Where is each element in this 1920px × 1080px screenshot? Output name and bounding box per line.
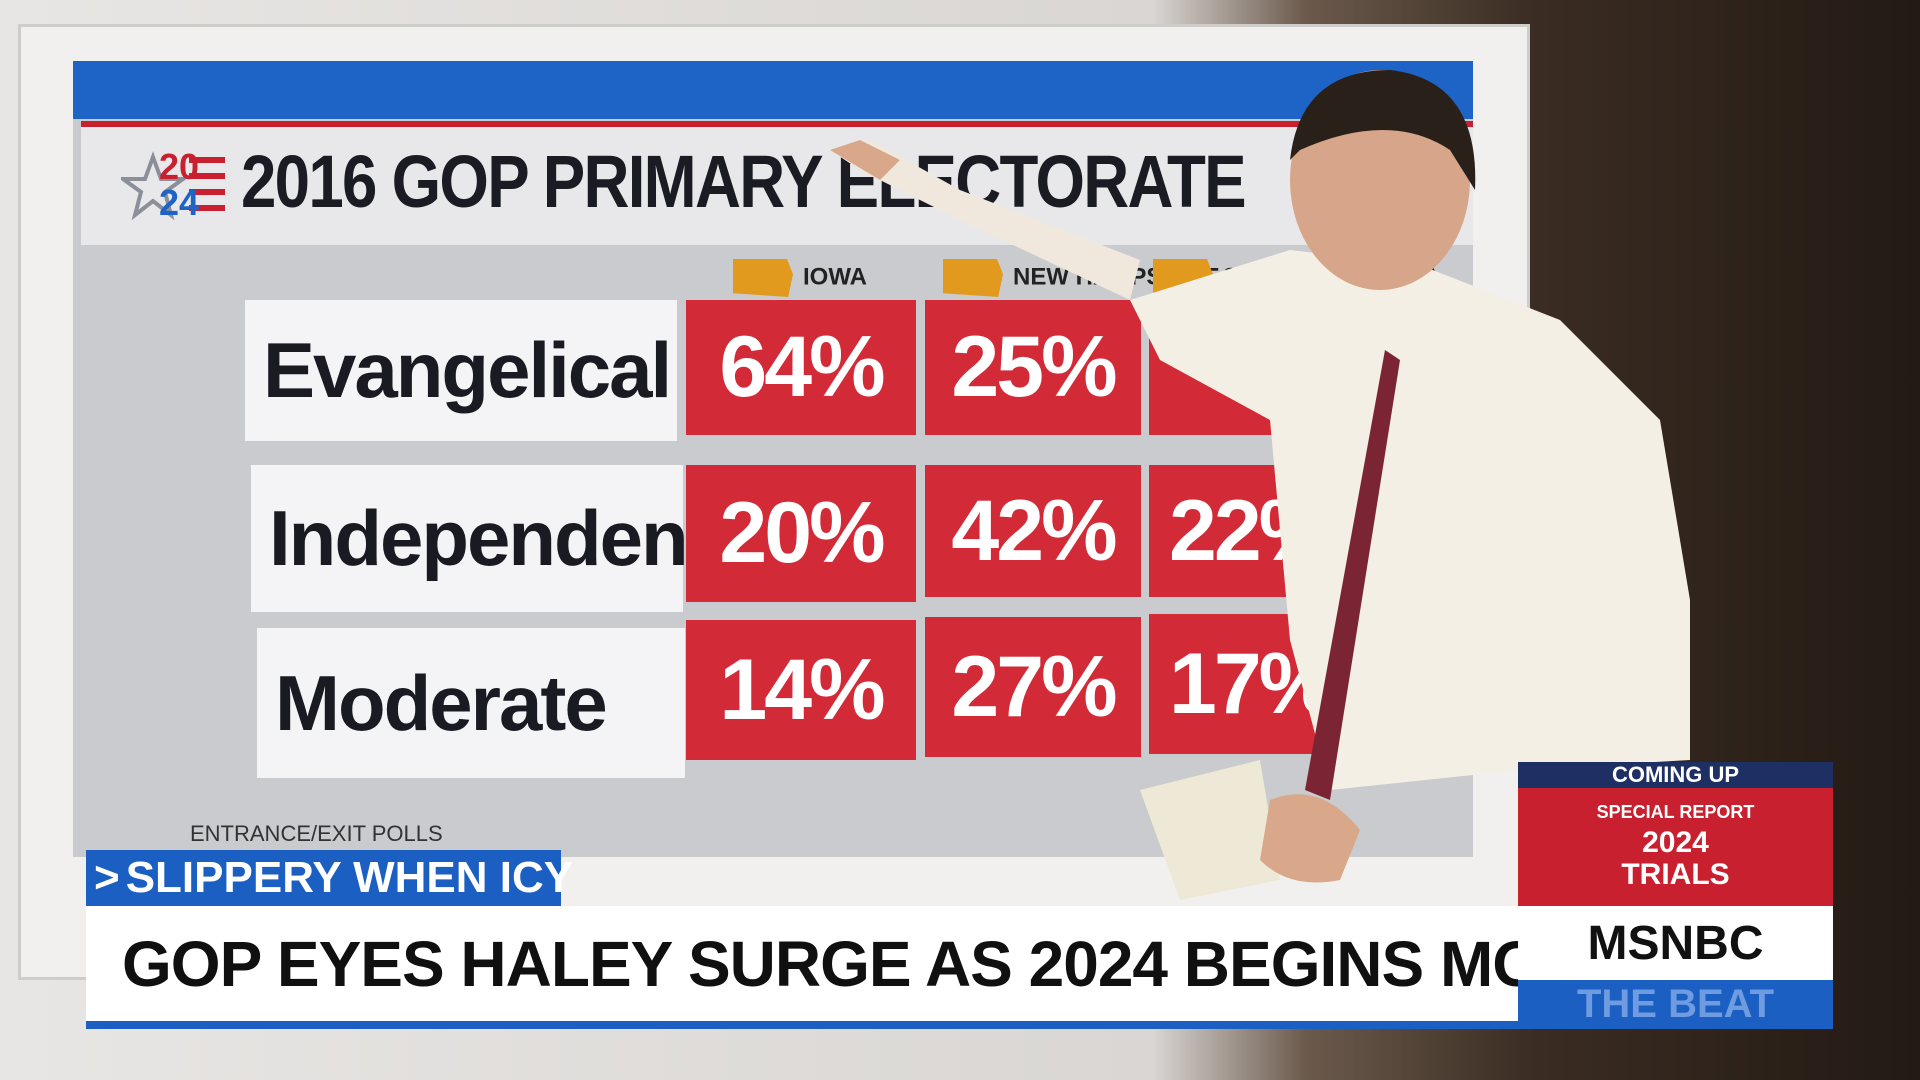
arm — [830, 140, 1140, 300]
show: THE BEAT — [1576, 982, 1775, 1026]
network: MSNBC — [1587, 916, 1764, 970]
hair — [1290, 70, 1476, 190]
papers — [1140, 760, 1280, 900]
value-cell: 20% — [686, 465, 916, 602]
board-title: 2016 GOP PRIMARY ELECTORATE — [241, 140, 1247, 223]
promo-kicker: SPECIAL REPORT — [1596, 802, 1755, 822]
logo-star — [121, 151, 225, 221]
row-label: Independent — [251, 465, 713, 612]
column-header: IOWA — [733, 259, 867, 297]
logo: 20 24 — [121, 137, 231, 232]
row-label: Moderate — [257, 628, 685, 778]
promo-title: 2024 TRIALS — [1621, 826, 1730, 891]
hand — [830, 140, 900, 180]
shirt — [1130, 250, 1690, 790]
value-cell: 27% — [925, 617, 1141, 757]
network-logo: MSNBC — [1518, 906, 1833, 980]
value-cell: 14% — [686, 620, 916, 760]
title-band: 20 24 2016 GOP PRIMARY ELECTORATE — [81, 121, 1473, 245]
headline-banner: GOP EYES HALEY SURGE AS 2024 BEGINS MOND… — [86, 906, 1713, 1029]
tag-text: SLIPPERY WHEN ICY — [125, 853, 574, 902]
promo-label: COMING UP — [1611, 762, 1740, 787]
row-label: Evangelical — [245, 300, 677, 441]
video-wall: 20 24 2016 GOP PRIMARY ELECTORATE IOWA N… — [73, 61, 1473, 857]
source-note: ENTRANCE/EXIT POLLS — [190, 821, 443, 846]
logo-top: 20 — [159, 146, 200, 187]
show-logo: THE BEAT — [1518, 980, 1833, 1029]
value-cell: 25% — [925, 300, 1141, 435]
value-cell: 64% — [686, 300, 916, 435]
tie — [1305, 350, 1400, 800]
hand — [1260, 794, 1360, 883]
value-cell: 42% — [925, 465, 1141, 597]
lower-third-tag: > SLIPPERY WHEN ICY — [86, 850, 573, 906]
top-bar — [73, 61, 1473, 119]
headline: GOP EYES HALEY SURGE AS 2024 BEGINS MOND… — [122, 927, 1713, 1000]
tag-marker: > — [94, 853, 120, 902]
logo-bottom: 24 — [159, 182, 200, 223]
promo-box: COMING UP SPECIAL REPORT 2024 TRIALS — [1518, 762, 1833, 906]
